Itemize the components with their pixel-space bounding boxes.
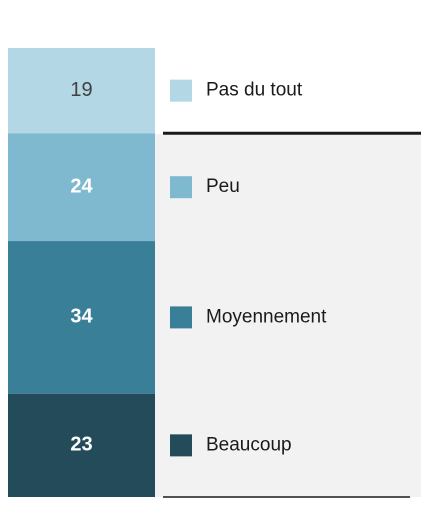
bar-segment xyxy=(8,133,155,242)
legend-swatch xyxy=(170,79,192,102)
legend-label: Moyennement xyxy=(206,306,327,327)
legend-label: Pas du tout xyxy=(206,80,303,101)
data-label: 34 xyxy=(70,306,93,328)
data-label: 19 xyxy=(70,79,92,101)
legend-swatch xyxy=(170,306,192,329)
legend-label: Peu xyxy=(206,176,240,197)
legend-swatch xyxy=(170,176,192,199)
bar-segment xyxy=(8,393,155,497)
legend-panel xyxy=(155,134,421,497)
bar-segment xyxy=(8,241,155,394)
bar-segment xyxy=(8,48,155,134)
data-label: 24 xyxy=(70,175,93,197)
legend-swatch xyxy=(170,434,192,457)
data-label: 23 xyxy=(70,434,92,456)
legend-label: Beaucoup xyxy=(206,434,292,455)
